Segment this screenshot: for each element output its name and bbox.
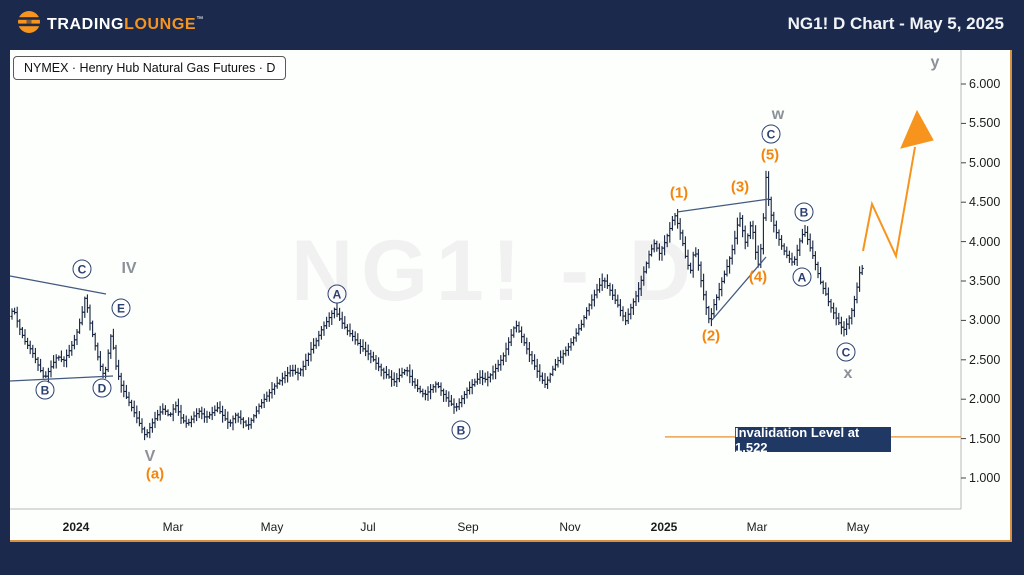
x-axis-tick-label: Mar bbox=[162, 520, 184, 534]
chart-title: NG1! D Chart - May 5, 2025 bbox=[787, 14, 1004, 33]
y-axis-tick-label: 5.500 bbox=[969, 116, 1001, 131]
x-axis-tick-label: 2024 bbox=[62, 520, 90, 534]
brand-trading: TRADING bbox=[47, 15, 125, 33]
y-axis-tick-label: 3.500 bbox=[969, 274, 1001, 288]
wave-label-IV: IV bbox=[121, 260, 137, 277]
wave-label-B: B bbox=[794, 202, 814, 222]
brand-name: TRADINGLOUNGE™ bbox=[47, 16, 204, 34]
x-axis-tick-label: 2025 bbox=[650, 520, 678, 534]
x-axis-tick-label: Jul bbox=[360, 520, 376, 534]
wave-label-4: (4) bbox=[748, 268, 768, 286]
axis-lines bbox=[10, 50, 962, 510]
wave-label-V: V bbox=[144, 448, 156, 465]
wave-label-1: (1) bbox=[669, 184, 689, 202]
y-axis-tick-label: 4.000 bbox=[969, 234, 1001, 249]
trendlines bbox=[9, 198, 770, 382]
wave-label-E: E bbox=[111, 298, 131, 318]
projection-arrow bbox=[862, 109, 934, 260]
wave-label-A: A bbox=[327, 284, 347, 304]
x-axis-tick-label: Mar bbox=[746, 520, 768, 534]
symbol-box[interactable]: NYMEX · Henry Hub Natural Gas Futures · … bbox=[13, 56, 287, 80]
x-axis-tick-label: Sep bbox=[457, 520, 479, 534]
header-bar: TRADINGLOUNGE™ NG1! D Chart - May 5, 202… bbox=[0, 0, 1024, 50]
y-axis-tick-label: 5.000 bbox=[969, 155, 1001, 170]
wave-label-A: A bbox=[792, 267, 812, 287]
wave-label-D: D bbox=[92, 378, 112, 398]
price-bars bbox=[10, 170, 864, 441]
wave-label-C: C bbox=[761, 124, 781, 144]
x-axis-tick-label: May bbox=[260, 520, 284, 534]
wave-label-a: (a) bbox=[145, 465, 165, 483]
y-tick-marks bbox=[961, 83, 966, 479]
wave-label-y: y bbox=[930, 54, 940, 71]
y-axis-tick-label: 1.000 bbox=[969, 471, 1001, 485]
wave-label-C: C bbox=[72, 259, 92, 279]
y-axis-tick-label: 4.500 bbox=[969, 195, 1001, 210]
y-axis-tick-label: 1.500 bbox=[969, 431, 1001, 446]
brand-trademark: ™ bbox=[196, 15, 204, 23]
brand-lounge: LOUNGE bbox=[124, 15, 197, 33]
wave-label-B: B bbox=[35, 380, 55, 400]
wave-label-5: (5) bbox=[760, 146, 780, 164]
y-axis-tick-label: 6.000 bbox=[969, 77, 1001, 91]
x-axis-tick-label: Nov bbox=[559, 520, 581, 534]
invalidation-level-text: Invalidation Level at 1.522 bbox=[735, 424, 860, 455]
invalidation-level-label: Invalidation Level at 1.522 bbox=[735, 424, 891, 455]
chart-panel[interactable] bbox=[10, 50, 1012, 542]
y-axis-tick-label: 2.500 bbox=[969, 352, 1001, 367]
symbol-label: NYMEX · Henry Hub Natural Gas Futures · … bbox=[24, 61, 276, 75]
y-axis-tick-label: 3.000 bbox=[969, 313, 1001, 328]
brand-logo[interactable]: TRADINGLOUNGE™ bbox=[17, 10, 204, 39]
wave-label-B: B bbox=[451, 420, 471, 440]
wave-label-3: (3) bbox=[730, 178, 750, 196]
wave-label-2: (2) bbox=[701, 327, 721, 345]
x-axis-tick-label: May bbox=[846, 520, 870, 534]
wave-label-w: w bbox=[771, 106, 785, 123]
wave-label-x: x bbox=[843, 365, 853, 382]
wave-label-C: C bbox=[836, 342, 856, 362]
tradinglounge-icon bbox=[17, 10, 41, 39]
y-axis-tick-label: 2.000 bbox=[969, 392, 1001, 407]
chart-watermark: NG1! - D bbox=[291, 223, 699, 319]
